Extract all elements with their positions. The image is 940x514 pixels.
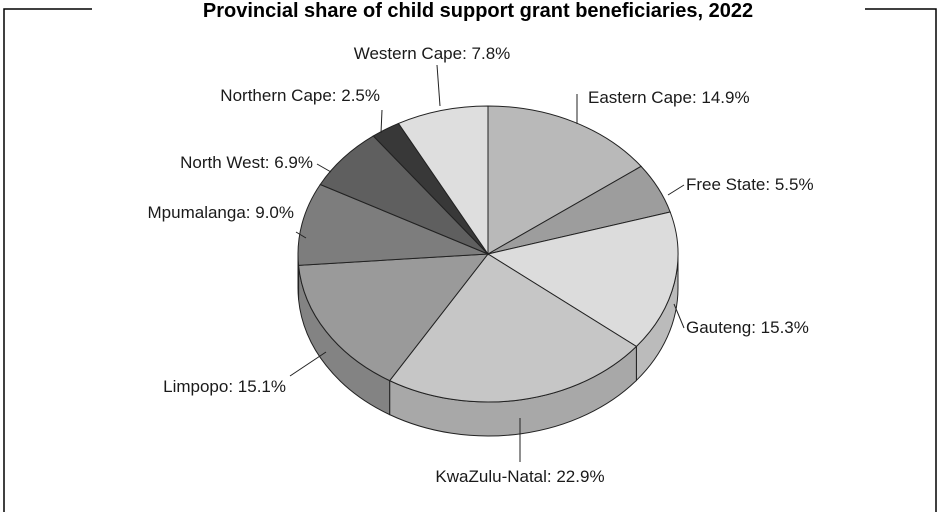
slice-label: Limpopo: 15.1% [163,377,286,396]
slice-gauteng [486,211,679,348]
slice-label: Eastern Cape: 14.9% [588,88,750,107]
leader-line [289,351,327,377]
leader-line [316,163,332,173]
slice-label: Mpumalanga: 9.0% [148,203,294,222]
pie-slices [297,105,679,403]
chart-title: Provincial share of child support grant … [203,0,753,22]
slice-eastern-cape [487,105,642,255]
slice-label: Western Cape: 7.8% [354,44,511,63]
slice-label: North West: 6.9% [180,153,313,172]
slice-label: KwaZulu-Natal: 22.9% [435,467,604,486]
slice-mpumalanga [297,183,489,266]
leader-line [436,64,441,107]
leader-line [667,184,685,196]
slice-label: Northern Cape: 2.5% [220,86,380,105]
slice-western-cape [397,105,489,256]
leader-line [380,109,383,134]
slice-label: Gauteng: 15.3% [686,318,809,337]
slice-kwazulu-natal [388,253,638,403]
slice-labels: Eastern Cape: 14.9% Free State: 5.5% Gaute… [148,44,814,486]
chart-frame [3,8,937,512]
leader-line [295,231,307,239]
slice-label: Free State: 5.5% [686,175,814,194]
leader-line [673,303,685,329]
slice-limpopo [298,253,490,382]
